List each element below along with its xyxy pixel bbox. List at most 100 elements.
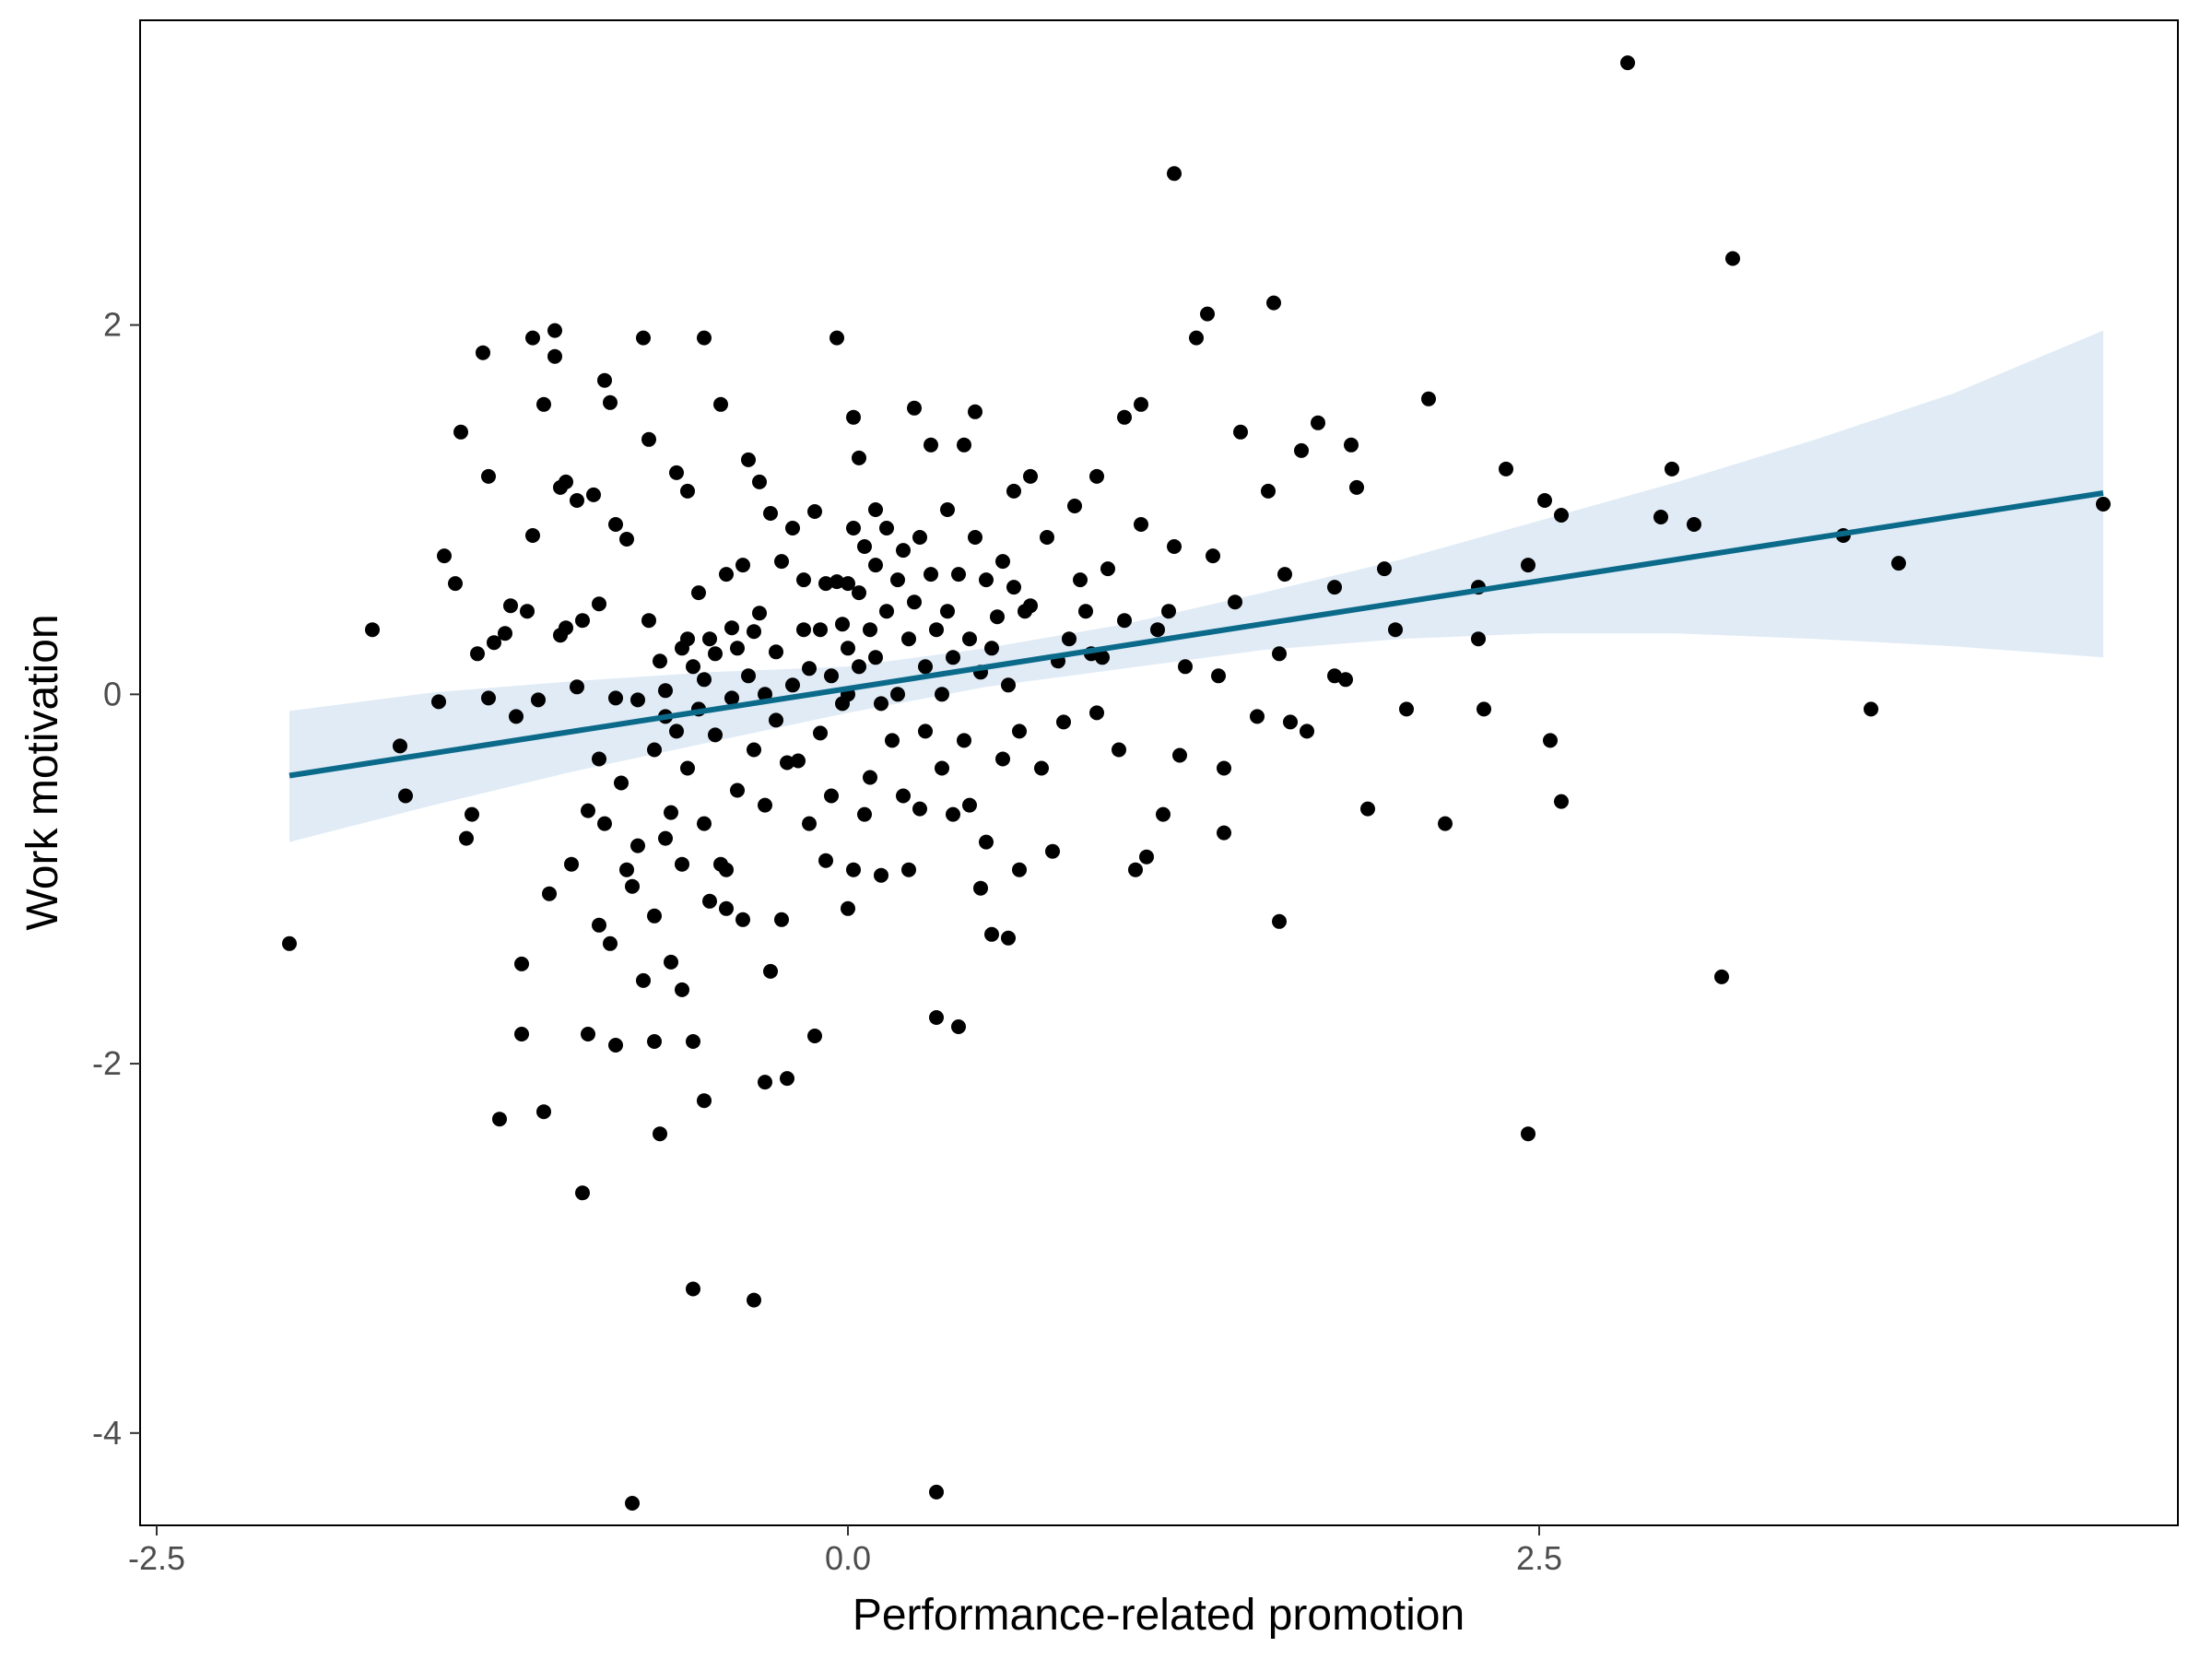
data-point [841, 641, 855, 656]
data-point [1150, 622, 1165, 638]
data-point [487, 635, 501, 651]
data-point [896, 543, 911, 559]
data-point [946, 806, 960, 822]
data-point [802, 816, 817, 831]
y-axis: -4 -2 0 2 [92, 306, 140, 1452]
data-point [1554, 794, 1569, 809]
y-tick-label: 0 [103, 675, 122, 712]
data-point [570, 493, 584, 508]
x-tick-label: 0.0 [825, 1539, 871, 1577]
data-point [1521, 558, 1535, 573]
data-point [818, 576, 833, 592]
data-point [1283, 714, 1298, 730]
data-point [1139, 849, 1154, 865]
data-point [1078, 604, 1093, 619]
data-point [547, 323, 562, 338]
data-point [1128, 862, 1143, 877]
data-point [570, 679, 584, 695]
data-point [636, 972, 651, 988]
data-point [758, 687, 772, 702]
data-point [1477, 701, 1491, 717]
data-point [437, 548, 452, 564]
data-point [1006, 483, 1021, 499]
data-point [697, 816, 712, 831]
data-point [973, 880, 988, 896]
data-point [774, 554, 789, 570]
data-point [559, 620, 573, 636]
y-tick-label: -4 [92, 1414, 122, 1452]
data-point [940, 604, 955, 619]
data-point [1167, 166, 1182, 182]
data-point [846, 862, 861, 877]
data-point [929, 1010, 944, 1025]
data-point [1471, 631, 1486, 647]
data-point [924, 567, 938, 582]
data-point [575, 1185, 590, 1201]
data-point [852, 659, 866, 675]
x-axis-title: Performance-related promotion [853, 1591, 1465, 1640]
data-point [658, 683, 673, 699]
data-point [962, 797, 977, 813]
data-point [1421, 391, 1436, 406]
data-point [857, 539, 872, 554]
data-point [1067, 499, 1082, 513]
data-point [874, 867, 888, 883]
data-point [636, 330, 651, 346]
data-point [813, 622, 828, 638]
data-point [1687, 517, 1701, 532]
data-point [918, 659, 933, 675]
data-point [282, 935, 297, 951]
data-point [874, 696, 888, 712]
data-point [448, 576, 463, 592]
data-point [1344, 437, 1359, 453]
data-point [946, 650, 960, 665]
data-point [1537, 493, 1552, 508]
data-point [1543, 733, 1558, 748]
data-point [1062, 631, 1077, 647]
data-point [719, 900, 734, 916]
data-point [763, 963, 778, 979]
data-point [686, 1281, 700, 1297]
data-point [747, 1292, 761, 1308]
data-point [1089, 468, 1104, 484]
data-point [653, 1126, 667, 1142]
data-point [1521, 1126, 1535, 1142]
data-point [1089, 705, 1104, 721]
regression-line [288, 489, 2104, 779]
data-point [625, 1496, 640, 1511]
data-point [686, 659, 700, 675]
data-point [559, 474, 573, 489]
data-point [841, 900, 855, 916]
data-point [957, 437, 971, 453]
data-point [802, 661, 817, 677]
data-point [879, 604, 894, 619]
data-point [686, 1034, 700, 1049]
data-point [1327, 580, 1342, 595]
data-point [890, 687, 905, 702]
data-point [807, 1029, 822, 1043]
data-point [1349, 479, 1364, 495]
data-point [846, 521, 861, 535]
data-point [498, 626, 512, 641]
data-point [653, 653, 667, 669]
data-point [769, 712, 783, 728]
data-point [979, 834, 994, 850]
panel-border [139, 19, 2179, 1526]
data-point [1311, 415, 1325, 430]
data-point [774, 912, 789, 927]
data-point [1864, 701, 1878, 717]
data-point [1023, 598, 1038, 614]
data-point [1272, 646, 1287, 662]
data-point [852, 585, 866, 601]
data-point [1653, 510, 1668, 524]
data-point [647, 742, 662, 758]
data-point [807, 504, 822, 519]
data-point [1117, 613, 1132, 629]
data-point [979, 572, 994, 588]
data-point [586, 487, 601, 502]
data-point [890, 572, 905, 588]
data-point [481, 690, 496, 706]
data-point [1073, 572, 1088, 588]
data-point [818, 853, 833, 868]
data-point [1554, 508, 1569, 523]
